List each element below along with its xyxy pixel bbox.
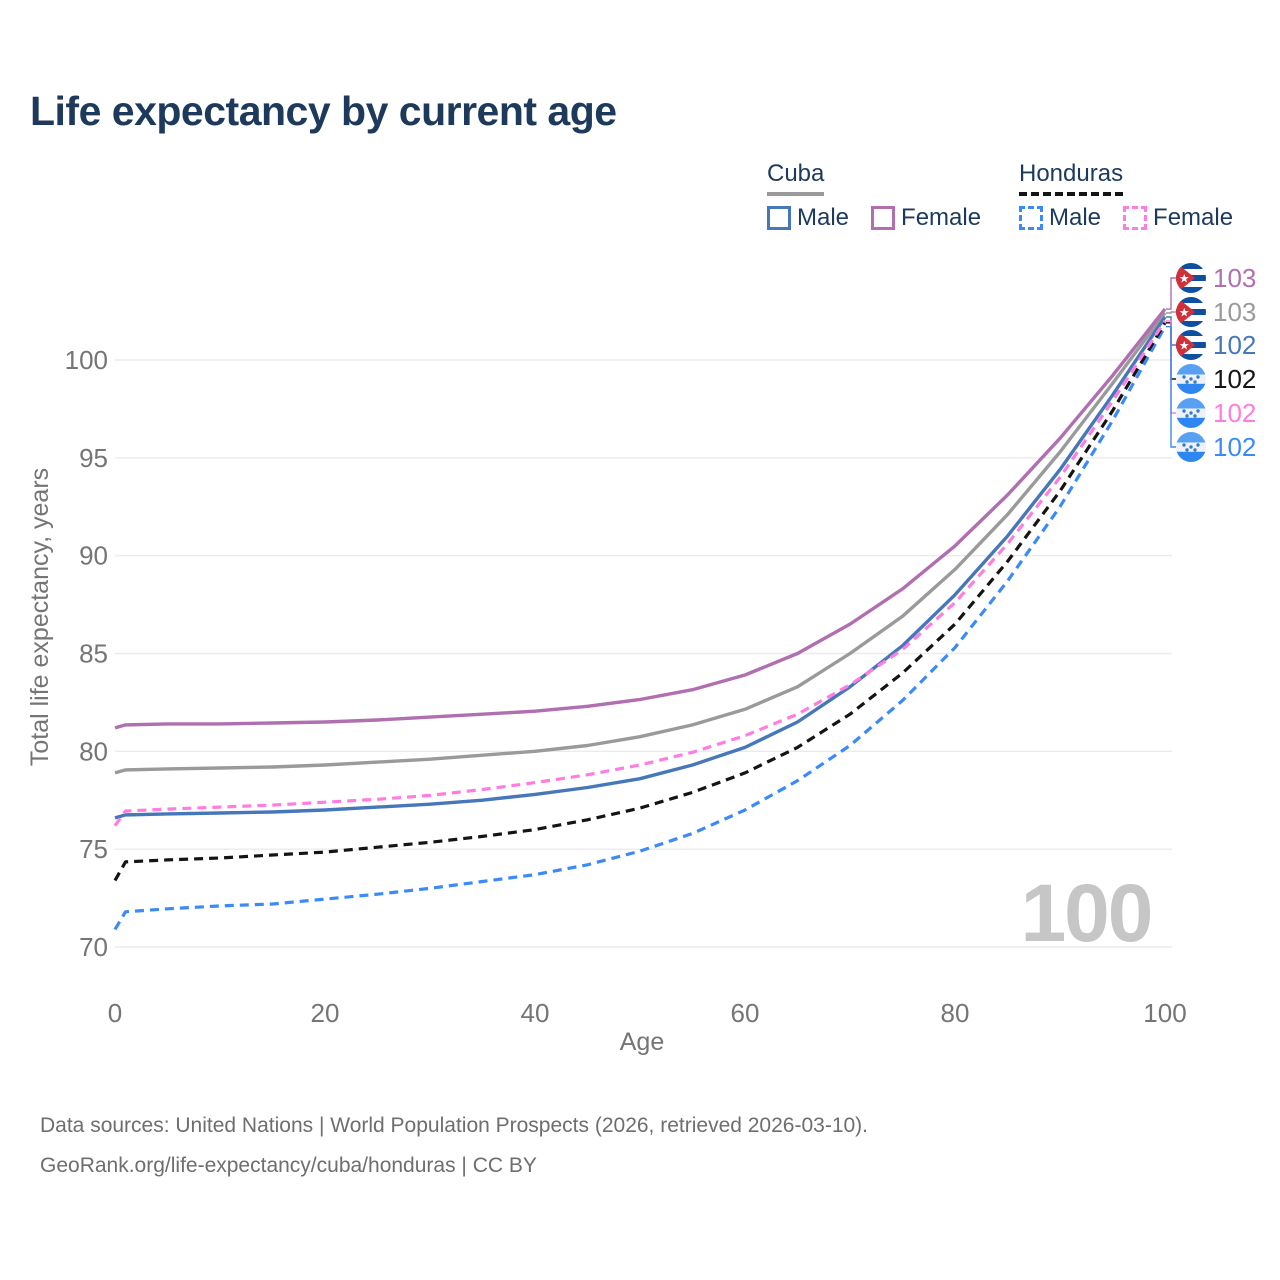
x-tick-label-60: 60	[731, 998, 760, 1028]
honduras-flag-icon	[1176, 398, 1206, 428]
end-label-leader-honduras-male	[1166, 326, 1176, 448]
x-axis-title: Age	[620, 1028, 664, 1056]
honduras-flag-icon	[1176, 364, 1206, 394]
end-value-label-honduras-female: 102	[1213, 398, 1256, 428]
x-tick-label-0: 0	[108, 998, 122, 1028]
series-line-honduras-total[interactable]	[113, 321, 1167, 882]
x-tick-label-100: 100	[1143, 998, 1186, 1028]
x-tick-label-40: 40	[521, 998, 550, 1028]
end-label-leader-cuba-female	[1166, 277, 1176, 310]
end-value-label-cuba-male: 102	[1213, 330, 1256, 360]
footer-attribution-link: GeoRank.org/life-expectancy/cuba/hondura…	[40, 1154, 537, 1177]
y-tick-label-95: 95	[79, 443, 108, 473]
y-tick-label-85: 85	[79, 638, 108, 668]
cuba-flag-icon: ★	[1176, 330, 1206, 360]
legend-group-honduras: Honduras Male Female	[1019, 160, 1255, 232]
end-value-label-honduras-total: 102	[1213, 364, 1256, 394]
legend-country-honduras: Honduras	[1019, 160, 1124, 196]
cuba-flag-star: ★	[1179, 272, 1190, 286]
page-title: Life expectancy by current age	[30, 88, 617, 134]
cuba-flag-icon: ★	[1176, 263, 1206, 293]
end-value-label-cuba-total: 103	[1213, 297, 1256, 327]
x-tick-label-80: 80	[941, 998, 970, 1028]
legend-group-cuba: Cuba Male Female	[767, 160, 1003, 232]
series-line-honduras-male[interactable]	[113, 325, 1167, 931]
cuba-flag-star: ★	[1179, 339, 1190, 353]
series-line-cuba-male[interactable]	[114, 316, 1167, 820]
honduras-flag-icon	[1176, 432, 1206, 462]
series-line-cuba-female[interactable]	[114, 308, 1167, 730]
y-tick-label-75: 75	[79, 834, 108, 864]
legend-swatch-honduras-female[interactable]	[1123, 206, 1148, 230]
y-tick-label-70: 70	[79, 932, 108, 962]
y-tick-label-80: 80	[79, 736, 108, 766]
legend-country-cuba: Cuba	[767, 160, 825, 196]
legend-label-honduras-male: Male	[1049, 204, 1102, 231]
footer: Data sources: United Nations | World Pop…	[40, 1106, 868, 1186]
end-value-label-honduras-male: 102	[1213, 432, 1256, 462]
series-line-honduras-female[interactable]	[113, 320, 1167, 827]
end-value-label-cuba-female: 103	[1213, 263, 1256, 293]
y-tick-label-100: 100	[65, 345, 108, 375]
end-label-leader-cuba-total	[1166, 311, 1176, 314]
legend-swatch-cuba-male[interactable]	[767, 206, 791, 230]
x-tick-label-20: 20	[311, 998, 340, 1028]
legend-label-cuba-female: Female	[901, 204, 982, 231]
cuba-flag-star: ★	[1179, 306, 1190, 320]
legend-swatch-cuba-female[interactable]	[871, 206, 896, 230]
legend-label-cuba-male: Male	[797, 204, 850, 231]
cuba-flag-icon: ★	[1176, 297, 1206, 327]
footer-data-sources: Data sources: United Nations | World Pop…	[40, 1114, 869, 1137]
legend-label-honduras-female: Female	[1153, 204, 1234, 231]
y-axis-title: Total life expectancy, years	[26, 468, 54, 766]
y-tick-label-90: 90	[79, 541, 108, 571]
age-counter-watermark: 100	[1021, 868, 1152, 959]
series-line-cuba-total[interactable]	[114, 311, 1167, 775]
legend-swatch-honduras-male[interactable]	[1019, 206, 1043, 230]
